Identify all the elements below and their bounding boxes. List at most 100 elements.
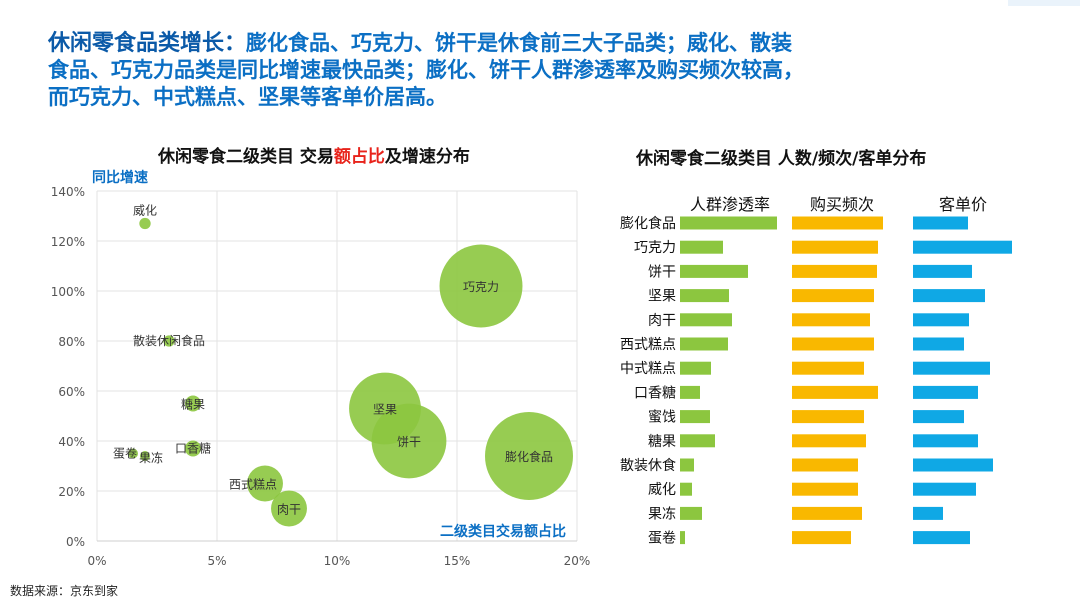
series-header: 人群渗透率: [690, 195, 770, 214]
bubble-label: 坚果: [373, 403, 397, 417]
bar-unit-price: [913, 337, 964, 351]
category-label: 果冻: [648, 505, 676, 522]
category-label: 口香糖: [634, 385, 676, 401]
series-header: 客单价: [939, 195, 987, 214]
x-axis-label: 二级类目交易额占比: [440, 523, 566, 540]
bar-penetration: [680, 361, 711, 375]
bar-chart-title: 休闲零食二级类目 人数/频次/客单分布: [636, 149, 927, 169]
y-tick-label: 40%: [58, 435, 85, 449]
y-tick-label: 20%: [58, 485, 85, 499]
bar-frequency: [792, 434, 866, 448]
bubble-chart-title: 休闲零食二级类目 交易额占比及增速分布: [158, 142, 470, 167]
bar-unit-price: [913, 458, 993, 472]
x-tick-label: 0%: [87, 554, 106, 568]
bubble-point: [349, 372, 421, 445]
category-label: 西式糕点: [620, 337, 676, 353]
bubble-point: [271, 490, 307, 527]
bar-unit-price: [913, 410, 964, 424]
corner-decoration: [1008, 0, 1080, 6]
bar-unit-price: [913, 264, 972, 278]
category-label: 肉干: [648, 313, 676, 329]
bar-unit-price: [913, 506, 943, 520]
category-label: 巧克力: [634, 240, 676, 256]
category-label: 威化: [648, 482, 676, 498]
category-label: 膨化食品: [620, 215, 676, 232]
bubble-point: [184, 395, 202, 412]
data-source-note: 数据来源：京东到家: [10, 584, 119, 598]
bar-frequency: [792, 240, 878, 254]
bar-frequency: [792, 361, 864, 375]
bubble-label: 蛋卷: [113, 446, 137, 461]
bar-unit-price: [913, 289, 985, 303]
category-label: 饼干: [648, 264, 676, 280]
y-tick-label: 140%: [51, 185, 85, 199]
y-tick-label: 120%: [51, 235, 85, 249]
bubble-label: 肉干: [277, 503, 301, 517]
bar-penetration: [680, 289, 729, 303]
bubble-label: 西式糕点: [229, 478, 277, 492]
bar-penetration: [680, 264, 748, 278]
bar-frequency: [792, 385, 878, 399]
headline-lead: 休闲零食品类增长：: [48, 31, 247, 56]
bubble-title-post: 及增速分布: [384, 147, 470, 167]
y-tick-label: 100%: [51, 285, 85, 299]
x-tick-label: 5%: [207, 554, 226, 568]
bubble-label: 膨化食品: [505, 449, 553, 464]
bubble-point: [485, 412, 573, 500]
bar-penetration: [680, 313, 732, 327]
bar-penetration: [680, 216, 777, 230]
bar-penetration: [680, 385, 700, 399]
category-label: 蜜饯: [648, 410, 676, 426]
bar-penetration: [680, 337, 728, 351]
bubble-label: 巧克力: [463, 280, 499, 294]
bubble-point: [139, 217, 151, 230]
page-headline: 休闲零食品类增长：膨化食品、巧克力、饼干是休食前三大子品类；威化、散装食品、巧克…: [48, 30, 808, 111]
bubble-chart: 0% 20% 40% 60% 80% 100% 120% 140% 0% 5% 10% 15% 20% 同…: [51, 169, 591, 568]
bar-frequency: [792, 531, 851, 545]
bubble-point: [439, 244, 523, 328]
bar-penetration: [680, 458, 694, 472]
bar-unit-price: [913, 482, 976, 496]
bubble-point: [247, 465, 283, 502]
bubble-point: [163, 335, 175, 347]
headline-body: 膨化食品、巧克力、饼干是休食前三大子品类；威化、散装食品、巧克力品类是同比增速最…: [48, 31, 804, 109]
bar-frequency: [792, 506, 862, 520]
category-label: 糖果: [648, 434, 676, 450]
bubble-label: 果冻: [139, 450, 163, 465]
bar-penetration: [680, 506, 702, 520]
bar-frequency: [792, 458, 858, 472]
category-label: 蛋卷: [648, 531, 676, 547]
category-label: 中式糕点: [620, 361, 676, 377]
bar-unit-price: [913, 240, 1012, 254]
bar-unit-price: [913, 216, 968, 230]
bubble-label: 饼干: [397, 435, 421, 449]
bar-frequency: [792, 410, 864, 424]
series-header: 购买频次: [810, 195, 874, 214]
bar-frequency: [792, 337, 874, 351]
y-tick-label: 60%: [58, 385, 85, 399]
x-tick-label: 10%: [324, 554, 351, 568]
bar-unit-price: [913, 531, 970, 545]
x-tick-label: 15%: [444, 554, 471, 568]
y-tick-label: 80%: [58, 335, 85, 349]
bar-penetration: [680, 482, 692, 496]
category-label: 散装休食: [620, 457, 676, 474]
y-tick-label: 0%: [66, 535, 85, 549]
x-tick-label: 20%: [564, 554, 591, 568]
bubble-label: 糖果: [181, 397, 205, 412]
bar-frequency: [792, 216, 883, 230]
bubble-title-pre: 休闲零食二级类目 交易: [158, 147, 334, 167]
bar-penetration: [680, 410, 710, 424]
bar-penetration: [680, 434, 715, 448]
bubble-point: [140, 451, 150, 461]
bubble-point: [184, 440, 202, 457]
bar-unit-price: [913, 361, 990, 375]
bar-unit-price: [913, 385, 978, 399]
bubble-label: 散装休闲食品: [133, 333, 205, 348]
bar-frequency: [792, 313, 870, 327]
bar-penetration: [680, 240, 723, 254]
bar-unit-price: [913, 313, 969, 327]
bar-frequency: [792, 482, 858, 496]
bar-unit-price: [913, 434, 978, 448]
bubble-label: 口香糖: [175, 441, 211, 456]
